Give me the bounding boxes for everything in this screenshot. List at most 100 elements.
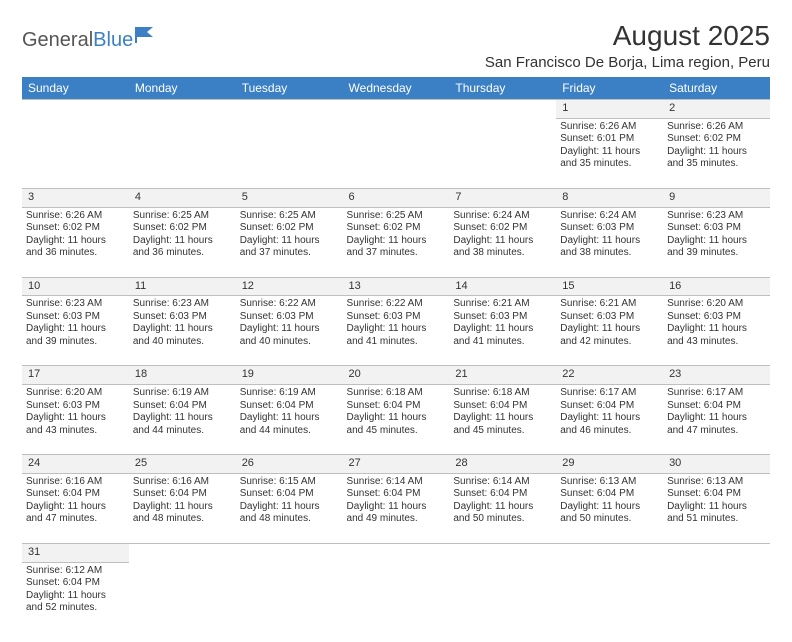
day-cell: Sunrise: 6:14 AMSunset: 6:04 PMDaylight:… xyxy=(343,473,450,543)
day-number: 28 xyxy=(449,455,556,474)
sunrise-text: Sunrise: 6:21 AM xyxy=(453,298,552,311)
daylight-text: and 48 minutes. xyxy=(133,513,232,526)
day-details: Sunrise: 6:25 AMSunset: 6:02 PMDaylight:… xyxy=(240,210,339,260)
weekday-header: Tuesday xyxy=(236,77,343,100)
day-number xyxy=(449,100,556,119)
day-cell: Sunrise: 6:25 AMSunset: 6:02 PMDaylight:… xyxy=(236,207,343,277)
daylight-text: Daylight: 11 hours xyxy=(453,501,552,514)
week-row: Sunrise: 6:16 AMSunset: 6:04 PMDaylight:… xyxy=(22,473,770,543)
daylight-text: and 39 minutes. xyxy=(667,247,766,260)
day-number: 31 xyxy=(22,543,129,562)
day-number: 22 xyxy=(556,366,663,385)
sunrise-text: Sunrise: 6:18 AM xyxy=(347,387,446,400)
day-cell: Sunrise: 6:22 AMSunset: 6:03 PMDaylight:… xyxy=(343,296,450,366)
day-number: 8 xyxy=(556,188,663,207)
day-number xyxy=(343,100,450,119)
sunset-text: Sunset: 6:02 PM xyxy=(240,222,339,235)
daylight-text: and 40 minutes. xyxy=(133,336,232,349)
daylight-text: Daylight: 11 hours xyxy=(453,323,552,336)
sunset-text: Sunset: 6:02 PM xyxy=(667,133,766,146)
daylight-text: Daylight: 11 hours xyxy=(560,323,659,336)
sunrise-text: Sunrise: 6:21 AM xyxy=(560,298,659,311)
daylight-text: Daylight: 11 hours xyxy=(453,235,552,248)
sunrise-text: Sunrise: 6:22 AM xyxy=(240,298,339,311)
sunset-text: Sunset: 6:04 PM xyxy=(240,488,339,501)
day-number: 16 xyxy=(663,277,770,296)
sunset-text: Sunset: 6:03 PM xyxy=(453,311,552,324)
day-cell: Sunrise: 6:16 AMSunset: 6:04 PMDaylight:… xyxy=(22,473,129,543)
month-title: August 2025 xyxy=(485,20,770,52)
day-cell: Sunrise: 6:21 AMSunset: 6:03 PMDaylight:… xyxy=(556,296,663,366)
day-details: Sunrise: 6:25 AMSunset: 6:02 PMDaylight:… xyxy=(347,210,446,260)
daylight-text: and 50 minutes. xyxy=(560,513,659,526)
sunrise-text: Sunrise: 6:23 AM xyxy=(667,210,766,223)
sunrise-text: Sunrise: 6:14 AM xyxy=(347,476,446,489)
day-cell: Sunrise: 6:20 AMSunset: 6:03 PMDaylight:… xyxy=(22,385,129,455)
day-cell: Sunrise: 6:23 AMSunset: 6:03 PMDaylight:… xyxy=(663,207,770,277)
daynum-row: 12 xyxy=(22,100,770,119)
day-number: 4 xyxy=(129,188,236,207)
day-details: Sunrise: 6:24 AMSunset: 6:03 PMDaylight:… xyxy=(560,210,659,260)
day-cell xyxy=(236,562,343,632)
daylight-text: and 35 minutes. xyxy=(667,158,766,171)
week-row: Sunrise: 6:26 AMSunset: 6:02 PMDaylight:… xyxy=(22,207,770,277)
day-number: 29 xyxy=(556,455,663,474)
day-cell: Sunrise: 6:17 AMSunset: 6:04 PMDaylight:… xyxy=(663,385,770,455)
daylight-text: Daylight: 11 hours xyxy=(26,235,125,248)
day-number: 26 xyxy=(236,455,343,474)
sunset-text: Sunset: 6:03 PM xyxy=(667,311,766,324)
daylight-text: and 45 minutes. xyxy=(347,425,446,438)
daylight-text: and 35 minutes. xyxy=(560,158,659,171)
sunset-text: Sunset: 6:01 PM xyxy=(560,133,659,146)
day-cell xyxy=(22,118,129,188)
day-number xyxy=(343,543,450,562)
day-details: Sunrise: 6:14 AMSunset: 6:04 PMDaylight:… xyxy=(453,476,552,526)
day-number: 14 xyxy=(449,277,556,296)
day-details: Sunrise: 6:18 AMSunset: 6:04 PMDaylight:… xyxy=(453,387,552,437)
daylight-text: Daylight: 11 hours xyxy=(453,412,552,425)
sunrise-text: Sunrise: 6:15 AM xyxy=(240,476,339,489)
day-cell xyxy=(663,562,770,632)
sunset-text: Sunset: 6:04 PM xyxy=(240,400,339,413)
sunset-text: Sunset: 6:04 PM xyxy=(347,488,446,501)
day-cell: Sunrise: 6:26 AMSunset: 6:02 PMDaylight:… xyxy=(22,207,129,277)
sunset-text: Sunset: 6:02 PM xyxy=(453,222,552,235)
day-cell: Sunrise: 6:15 AMSunset: 6:04 PMDaylight:… xyxy=(236,473,343,543)
day-details: Sunrise: 6:16 AMSunset: 6:04 PMDaylight:… xyxy=(133,476,232,526)
daylight-text: Daylight: 11 hours xyxy=(240,412,339,425)
sunset-text: Sunset: 6:03 PM xyxy=(26,400,125,413)
day-details: Sunrise: 6:19 AMSunset: 6:04 PMDaylight:… xyxy=(133,387,232,437)
calendar-table: Sunday Monday Tuesday Wednesday Thursday… xyxy=(22,77,770,632)
day-details: Sunrise: 6:19 AMSunset: 6:04 PMDaylight:… xyxy=(240,387,339,437)
sunset-text: Sunset: 6:03 PM xyxy=(133,311,232,324)
day-number: 12 xyxy=(236,277,343,296)
day-details: Sunrise: 6:24 AMSunset: 6:02 PMDaylight:… xyxy=(453,210,552,260)
sunrise-text: Sunrise: 6:12 AM xyxy=(26,565,125,578)
daylight-text: Daylight: 11 hours xyxy=(560,146,659,159)
daylight-text: Daylight: 11 hours xyxy=(133,235,232,248)
day-details: Sunrise: 6:23 AMSunset: 6:03 PMDaylight:… xyxy=(133,298,232,348)
sunrise-text: Sunrise: 6:14 AM xyxy=(453,476,552,489)
daylight-text: and 42 minutes. xyxy=(560,336,659,349)
daylight-text: and 52 minutes. xyxy=(26,602,125,615)
brand-part1: General xyxy=(22,29,93,52)
daylight-text: Daylight: 11 hours xyxy=(240,501,339,514)
sunrise-text: Sunrise: 6:25 AM xyxy=(347,210,446,223)
day-cell: Sunrise: 6:21 AMSunset: 6:03 PMDaylight:… xyxy=(449,296,556,366)
day-cell: Sunrise: 6:17 AMSunset: 6:04 PMDaylight:… xyxy=(556,385,663,455)
day-cell xyxy=(449,118,556,188)
week-row: Sunrise: 6:12 AMSunset: 6:04 PMDaylight:… xyxy=(22,562,770,632)
week-row: Sunrise: 6:23 AMSunset: 6:03 PMDaylight:… xyxy=(22,296,770,366)
sunrise-text: Sunrise: 6:19 AM xyxy=(240,387,339,400)
daylight-text: Daylight: 11 hours xyxy=(133,412,232,425)
day-cell: Sunrise: 6:23 AMSunset: 6:03 PMDaylight:… xyxy=(129,296,236,366)
sunrise-text: Sunrise: 6:26 AM xyxy=(560,121,659,134)
day-details: Sunrise: 6:13 AMSunset: 6:04 PMDaylight:… xyxy=(667,476,766,526)
day-details: Sunrise: 6:26 AMSunset: 6:01 PMDaylight:… xyxy=(560,121,659,171)
sunrise-text: Sunrise: 6:17 AM xyxy=(667,387,766,400)
daylight-text: and 39 minutes. xyxy=(26,336,125,349)
day-number: 13 xyxy=(343,277,450,296)
day-cell: Sunrise: 6:16 AMSunset: 6:04 PMDaylight:… xyxy=(129,473,236,543)
weekday-header: Wednesday xyxy=(343,77,450,100)
day-number: 7 xyxy=(449,188,556,207)
